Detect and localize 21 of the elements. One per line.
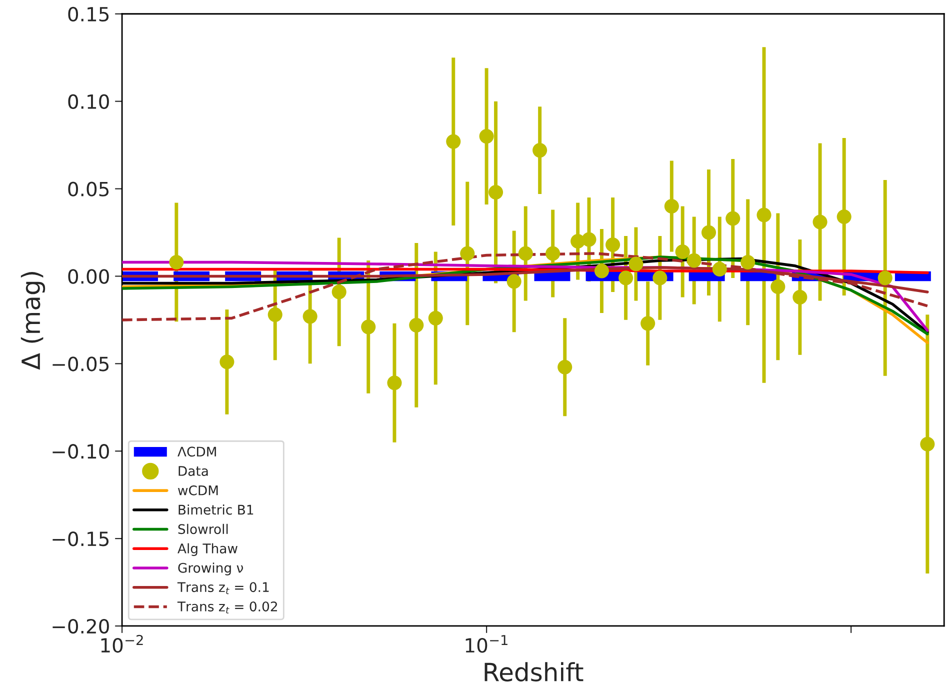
x-axis-title: Redshift — [484, 662, 584, 682]
y-axis-title: Δ (mag) — [20, 272, 46, 370]
y-tick-label: −0.10 — [52, 444, 109, 459]
legend-label: Data — [178, 466, 208, 476]
y-tick-label: 0.10 — [68, 94, 109, 109]
y-tick-label: −0.15 — [52, 532, 109, 546]
legend-label: ΛCDM — [178, 446, 216, 457]
legend-label: Alg Thaw — [178, 543, 238, 556]
legend-label: Trans z$_{t}$ = 0.1 — [177, 582, 269, 594]
legend-label: Slowroll — [178, 524, 228, 534]
y-tick-label: −0.05 — [52, 356, 109, 372]
legend-label: Bimetric B1 — [178, 504, 254, 515]
y-tick-label: 0.15 — [68, 6, 109, 22]
x-tick-label: 10$^{−2}$ — [101, 634, 143, 653]
y-tick-label: 0.05 — [68, 182, 109, 196]
y-tick-label: −0.20 — [52, 618, 109, 634]
legend-label: Growing ν — [178, 562, 244, 576]
legend-label: wCDM — [178, 485, 218, 496]
y-tick-label: 0.00 — [68, 269, 109, 284]
x-tick-label: 10$^{−1}$ — [466, 635, 508, 653]
legend-label: Trans z$_{t}$ = 0.02 — [177, 601, 277, 614]
